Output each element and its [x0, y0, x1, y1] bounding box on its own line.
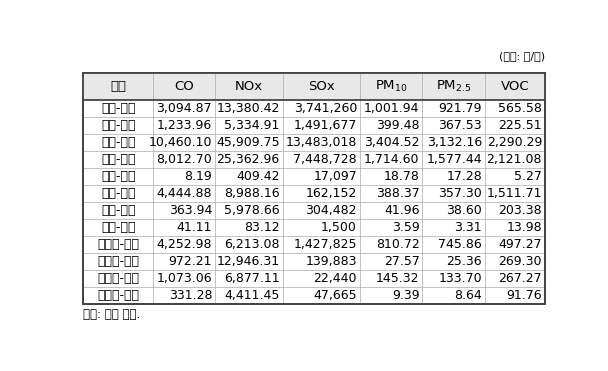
Text: 3.59: 3.59 [392, 221, 420, 234]
Text: 승용-대형: 승용-대형 [101, 153, 136, 166]
Text: 5,978.66: 5,978.66 [224, 204, 280, 217]
Text: 3,404.52: 3,404.52 [364, 136, 420, 149]
Text: 91.76: 91.76 [506, 289, 542, 302]
Text: 승용-경형: 승용-경형 [101, 102, 136, 115]
Text: 3,094.87: 3,094.87 [156, 102, 212, 115]
Text: 화물차-중형: 화물차-중형 [97, 255, 139, 269]
Text: (단위: 톤/연): (단위: 톤/연) [499, 51, 545, 61]
Text: 162,152: 162,152 [306, 187, 357, 200]
Text: 38.60: 38.60 [446, 204, 482, 217]
Text: 3.31: 3.31 [454, 221, 482, 234]
Text: VOC: VOC [500, 80, 529, 93]
Text: 화물차-소형: 화물차-소형 [97, 239, 139, 252]
Text: 25.36: 25.36 [446, 255, 482, 269]
Text: 7,448,728: 7,448,728 [294, 153, 357, 166]
Text: 565.58: 565.58 [498, 102, 542, 115]
Text: 승용-중형: 승용-중형 [101, 136, 136, 149]
Text: 367.53: 367.53 [438, 119, 482, 132]
Text: 1,714.60: 1,714.60 [364, 153, 420, 166]
Text: 3,741,260: 3,741,260 [294, 102, 357, 115]
Text: 1,491,677: 1,491,677 [294, 119, 357, 132]
Text: 203.38: 203.38 [499, 204, 542, 217]
Text: 27.57: 27.57 [384, 255, 420, 269]
Text: 22,440: 22,440 [314, 272, 357, 285]
Text: SOx: SOx [308, 80, 334, 93]
Text: 화물차-특수: 화물차-특수 [97, 289, 139, 302]
Text: 1,001.94: 1,001.94 [364, 102, 420, 115]
Text: 497.27: 497.27 [499, 239, 542, 252]
Text: 8,012.70: 8,012.70 [156, 153, 212, 166]
Text: PM$_{10}$: PM$_{10}$ [375, 79, 407, 94]
Text: 921.79: 921.79 [438, 102, 482, 115]
Text: 269.30: 269.30 [499, 255, 542, 269]
Text: 45,909.75: 45,909.75 [216, 136, 280, 149]
Text: 41.11: 41.11 [176, 221, 212, 234]
Text: 1,233.96: 1,233.96 [157, 119, 212, 132]
Text: 1,500: 1,500 [321, 221, 357, 234]
Text: PM$_{2.5}$: PM$_{2.5}$ [436, 79, 471, 94]
Text: 409.42: 409.42 [237, 170, 280, 183]
Text: 139,883: 139,883 [305, 255, 357, 269]
Text: 1,577.44: 1,577.44 [426, 153, 482, 166]
Text: 17,097: 17,097 [313, 170, 357, 183]
Text: 12,946.31: 12,946.31 [216, 255, 280, 269]
Text: 810.72: 810.72 [376, 239, 420, 252]
Text: 승합-대형: 승합-대형 [101, 204, 136, 217]
Text: 399.48: 399.48 [376, 119, 420, 132]
Text: 41.96: 41.96 [384, 204, 420, 217]
Text: 2,121.08: 2,121.08 [486, 153, 542, 166]
Text: 화물차-대형: 화물차-대형 [97, 272, 139, 285]
Text: 745.86: 745.86 [438, 239, 482, 252]
Text: 5,334.91: 5,334.91 [224, 119, 280, 132]
Text: 8.19: 8.19 [184, 170, 212, 183]
Text: 승합-중형: 승합-중형 [101, 187, 136, 200]
Text: 225.51: 225.51 [499, 119, 542, 132]
Text: 18.78: 18.78 [384, 170, 420, 183]
Text: CO: CO [174, 80, 194, 93]
Text: 4,411.45: 4,411.45 [224, 289, 280, 302]
Text: 4,252.98: 4,252.98 [157, 239, 212, 252]
Text: NOx: NOx [235, 80, 263, 93]
Text: 363.94: 363.94 [169, 204, 212, 217]
Bar [83, 73, 545, 100]
Text: 8.64: 8.64 [454, 289, 482, 302]
Text: 1,073.06: 1,073.06 [156, 272, 212, 285]
Bar [83, 73, 545, 305]
Text: 25,362.96: 25,362.96 [216, 153, 280, 166]
Text: 6,213.08: 6,213.08 [224, 239, 280, 252]
Text: 4,444.88: 4,444.88 [157, 187, 212, 200]
Text: 47,665: 47,665 [313, 289, 357, 302]
Text: 304,482: 304,482 [305, 204, 357, 217]
Text: 145.32: 145.32 [376, 272, 420, 285]
Text: 388.37: 388.37 [376, 187, 420, 200]
Text: 13.98: 13.98 [506, 221, 542, 234]
Text: 17.28: 17.28 [446, 170, 482, 183]
Text: 자료: 저자 작성.: 자료: 저자 작성. [83, 308, 140, 321]
Text: 1,511.71: 1,511.71 [486, 187, 542, 200]
Text: 13,380.42: 13,380.42 [216, 102, 280, 115]
Text: 6,877.11: 6,877.11 [224, 272, 280, 285]
Text: 승용-소형: 승용-소형 [101, 119, 136, 132]
Text: 10,460.10: 10,460.10 [148, 136, 212, 149]
Text: 2,290.29: 2,290.29 [486, 136, 542, 149]
Text: 83.12: 83.12 [244, 221, 280, 234]
Text: 9.39: 9.39 [392, 289, 420, 302]
Text: 3,132.16: 3,132.16 [427, 136, 482, 149]
Text: 5.27: 5.27 [514, 170, 542, 183]
Text: 972.21: 972.21 [168, 255, 212, 269]
Text: 331.28: 331.28 [168, 289, 212, 302]
Text: 8,988.16: 8,988.16 [224, 187, 280, 200]
Text: 357.30: 357.30 [438, 187, 482, 200]
Text: 133.70: 133.70 [438, 272, 482, 285]
Text: 267.27: 267.27 [499, 272, 542, 285]
Text: 구분: 구분 [110, 80, 126, 93]
Text: 승합-소형: 승합-소형 [101, 170, 136, 183]
Text: 13,483,018: 13,483,018 [286, 136, 357, 149]
Text: 1,427,825: 1,427,825 [294, 239, 357, 252]
Text: 승합-특수: 승합-특수 [101, 221, 136, 234]
